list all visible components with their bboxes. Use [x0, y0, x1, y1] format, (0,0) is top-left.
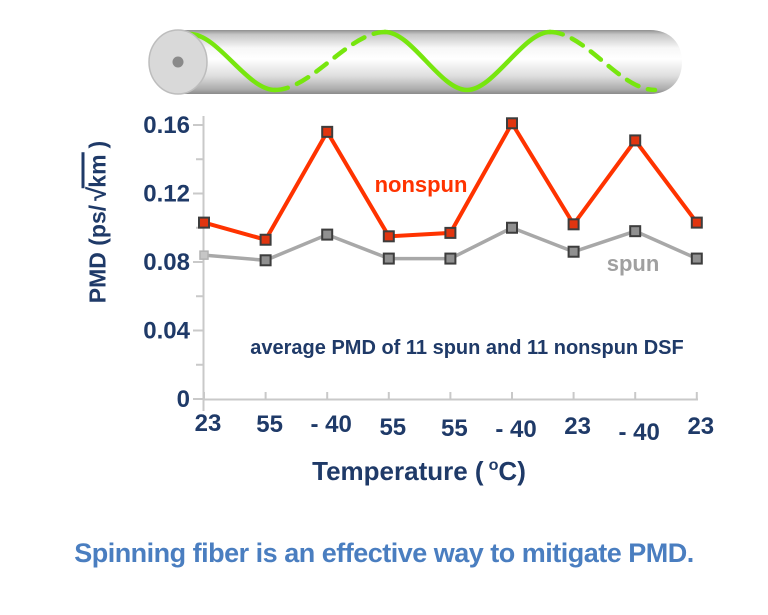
- data-point-marker: [629, 225, 642, 238]
- x-tick-label: 55: [379, 414, 406, 441]
- series-label-nonspun: nonspun: [375, 172, 468, 197]
- series-nonspun: nonspun: [198, 117, 703, 246]
- x-tick-label: 23: [687, 413, 714, 440]
- data-point-marker: [690, 216, 703, 229]
- fiber-core-dot: [172, 56, 184, 68]
- x-tick-label: - 40: [495, 416, 536, 443]
- x-tick-label: - 40: [619, 419, 660, 446]
- data-point-marker: [382, 230, 395, 243]
- axes: [193, 116, 698, 411]
- x-tick-label: 55: [256, 411, 283, 438]
- series-label-spun: spun: [607, 251, 660, 276]
- y-tick-label: 0.12: [143, 181, 190, 208]
- data-point-marker: [382, 252, 395, 265]
- y-tick-label: 0.08: [143, 249, 190, 276]
- fiber-spin-wave-dashed: [272, 29, 658, 93]
- y-axis-title-suffix: ): [84, 140, 111, 149]
- data-point-marker: [629, 134, 642, 147]
- sqrt-radical-icon: √: [83, 186, 112, 201]
- series-spun: spun: [199, 221, 703, 276]
- data-point-marker: [198, 216, 210, 229]
- data-point-marker: [259, 254, 272, 267]
- y-tick-label: 0.16: [143, 112, 190, 139]
- y-tick-label: 0.04: [143, 318, 190, 345]
- data-point-marker: [444, 226, 457, 239]
- data-point-marker: [690, 252, 703, 265]
- y-axis-title-prefix: PMD (ps/: [84, 204, 111, 304]
- data-point-marker: [199, 250, 209, 260]
- data-point-marker: [506, 117, 518, 130]
- data-point-marker: [567, 245, 580, 258]
- caption: Spinning fiber is an effective way to mi…: [74, 538, 694, 568]
- x-tick-label: 23: [564, 413, 591, 440]
- data-point-marker: [259, 233, 272, 246]
- x-tick-label: - 40: [311, 411, 352, 438]
- data-point-marker: [321, 125, 334, 138]
- x-axis-title: Temperature (oC): [312, 456, 526, 487]
- data-point-marker: [506, 221, 518, 234]
- fiber-illustration: [148, 29, 682, 95]
- data-point-marker: [567, 218, 580, 231]
- chart-annotation: average PMD of 11 spun and 11 nonspun DS…: [250, 337, 683, 359]
- x-tick-label: 23: [195, 410, 222, 437]
- x-tick-label: 55: [441, 415, 468, 442]
- fiber-spin-wave-solid: [187, 29, 553, 93]
- y-tick-label: 0: [177, 386, 190, 413]
- axis-tick-labels: 0 0.04 0.08 0.12 0.16 23 55 - 40 55 55 - 40 23 - 40 2…: [143, 112, 714, 446]
- data-point-marker: [321, 228, 334, 241]
- data-point-marker: [444, 252, 457, 265]
- x-axis-title-prefix: Temperature (: [312, 456, 484, 486]
- y-axis-title-radicand: km: [81, 152, 111, 189]
- y-axis-title: PMD (ps/ √km): [81, 140, 113, 304]
- x-axis-title-suffix: C): [498, 456, 526, 486]
- x-axis-title-sup: o: [488, 456, 499, 475]
